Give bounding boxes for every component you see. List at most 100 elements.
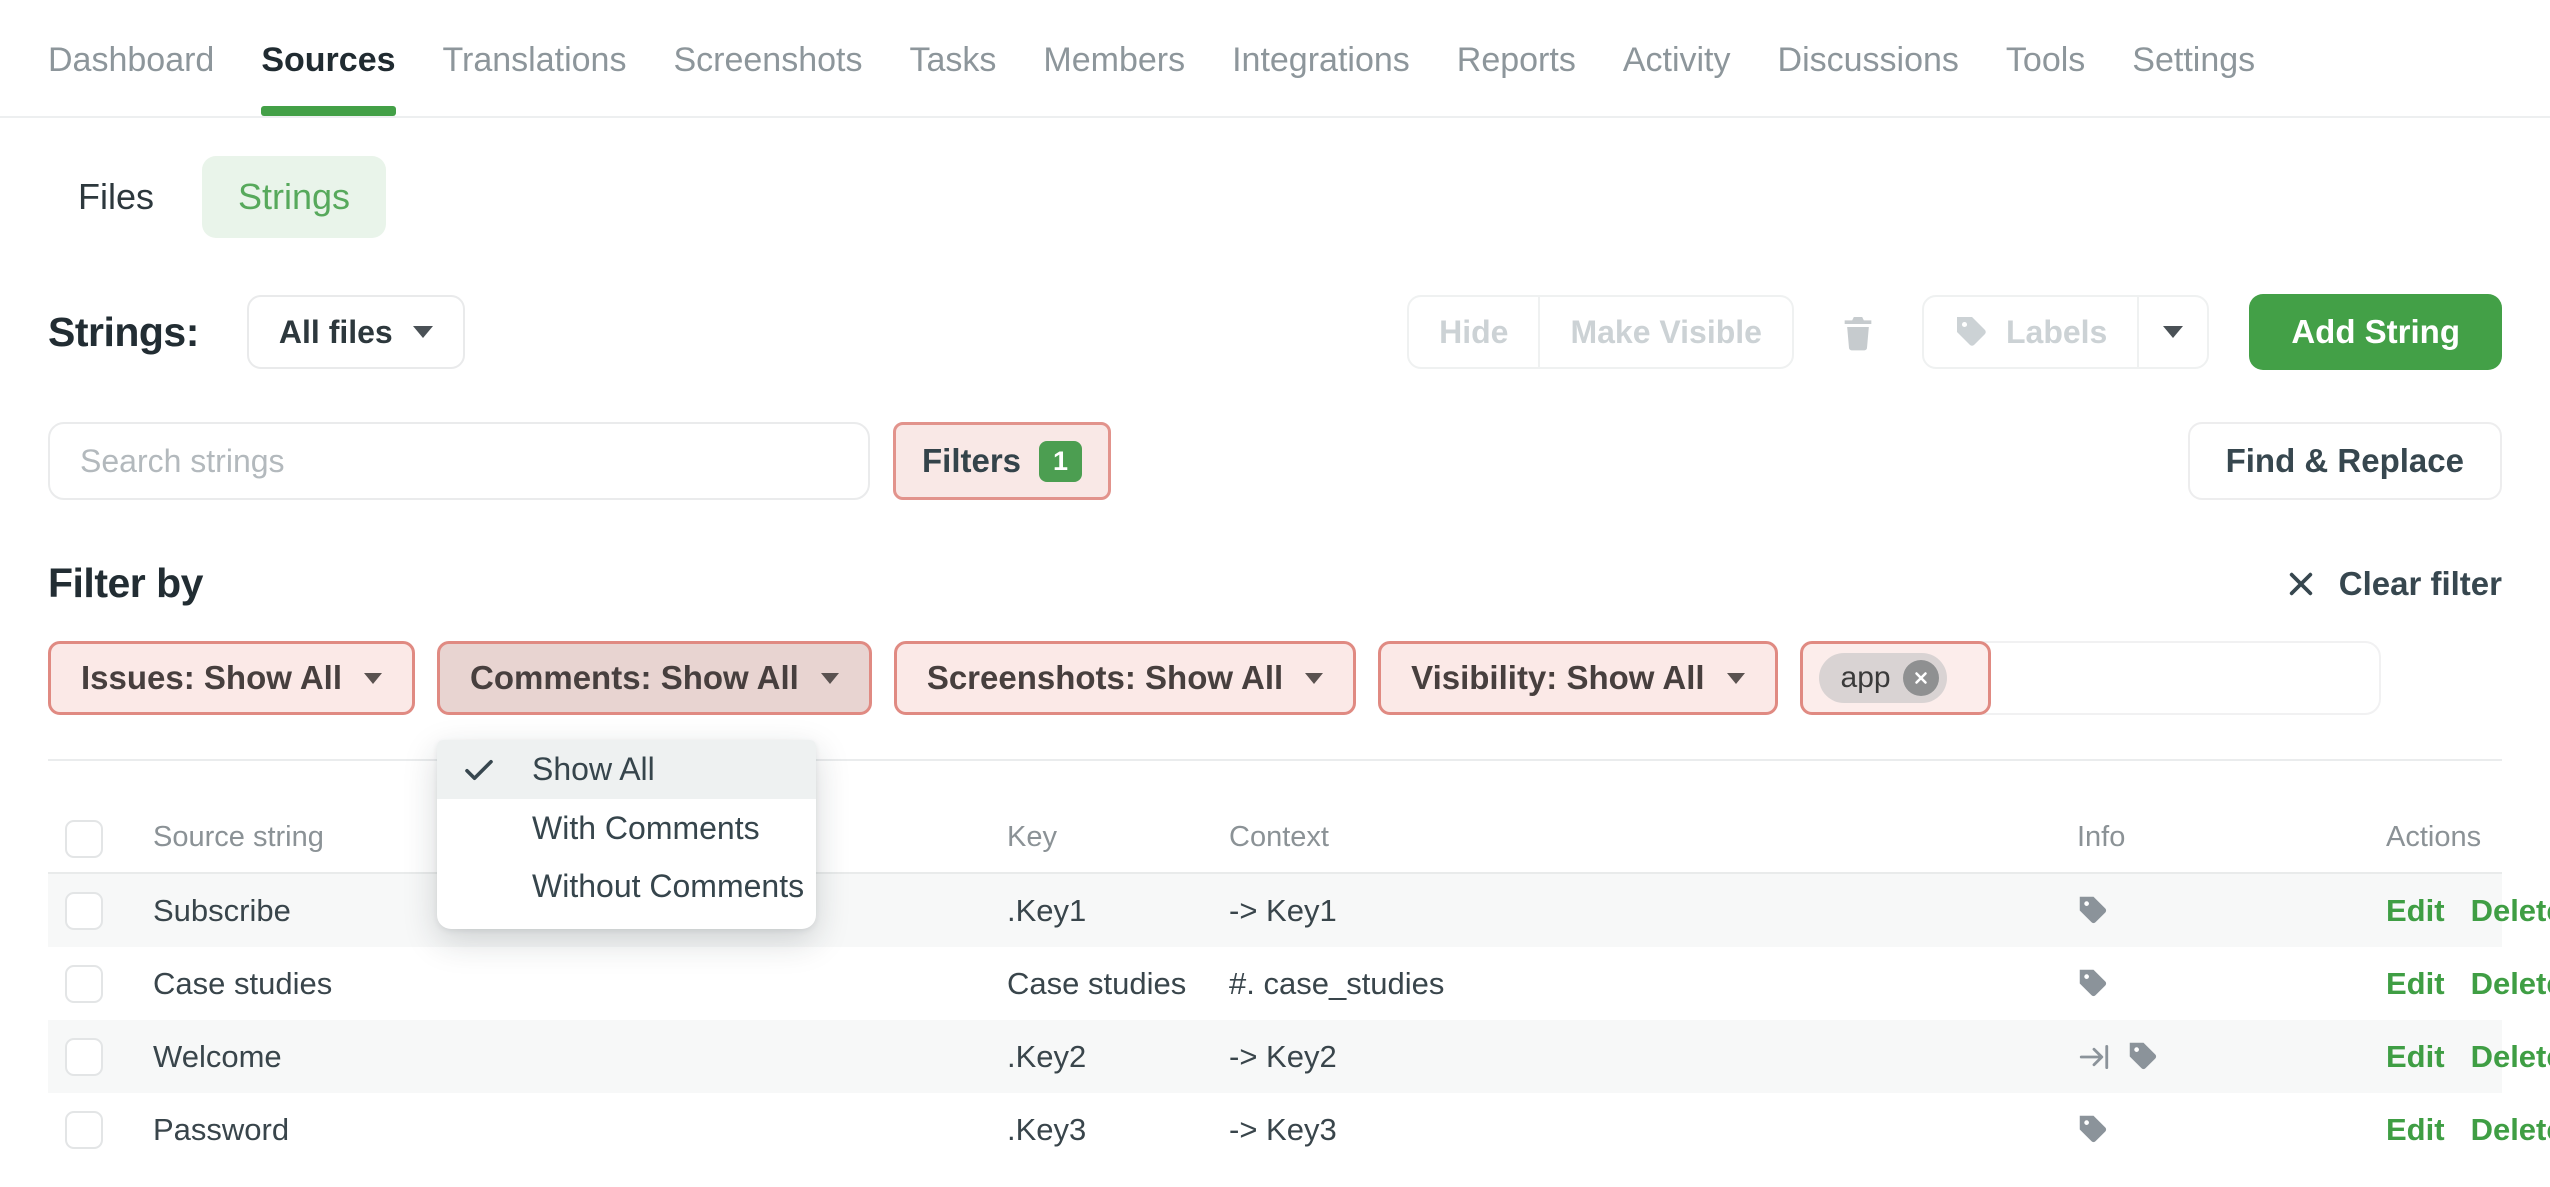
chevron-down-icon bbox=[820, 672, 839, 684]
select-all-checkbox[interactable] bbox=[65, 820, 103, 858]
menu-item-label: With Comments bbox=[532, 809, 760, 846]
chevron-down-icon bbox=[412, 326, 433, 338]
file-filter-label: All files bbox=[278, 313, 393, 350]
context-cell: -> Key2 bbox=[1229, 1038, 1337, 1074]
nav-item-settings[interactable]: Settings bbox=[2132, 41, 2256, 79]
context-cell: -> Key1 bbox=[1229, 892, 1337, 928]
filter-screenshots-label: Screenshots: Show All bbox=[926, 659, 1284, 696]
key-cell: .Key3 bbox=[1007, 1111, 1087, 1147]
file-filter-dropdown[interactable]: All files bbox=[246, 295, 465, 369]
delete-link[interactable]: Delete bbox=[2470, 892, 2550, 928]
menu-item-without-comments[interactable]: Without Comments bbox=[437, 857, 816, 915]
header-info: Info bbox=[2077, 821, 2126, 853]
row-checkbox[interactable] bbox=[65, 891, 103, 930]
filter-by-title: Filter by bbox=[48, 560, 203, 606]
filter-screenshots[interactable]: Screenshots: Show All bbox=[893, 641, 1357, 715]
clear-filter-button[interactable]: Clear filter bbox=[2285, 565, 2502, 603]
table-row: Welcome .Key2 -> Key2 Edit Delete bbox=[48, 1020, 2550, 1093]
nav-item-members[interactable]: Members bbox=[1043, 41, 1186, 79]
filters-button[interactable]: Filters 1 bbox=[893, 422, 1112, 500]
filter-issues[interactable]: Issues: Show All bbox=[48, 641, 416, 715]
nav-item-activity[interactable]: Activity bbox=[1622, 41, 1731, 79]
comments-dropdown-menu: Show All With Comments Without Comments bbox=[437, 740, 817, 929]
label-chip-app[interactable]: app bbox=[1818, 653, 1947, 703]
labels-button-group: Labels bbox=[1921, 295, 2210, 369]
menu-item-label: Without Comments bbox=[532, 867, 805, 904]
tag-icon bbox=[2079, 969, 2107, 997]
info-cell bbox=[2077, 1113, 2386, 1146]
row-checkbox[interactable] bbox=[65, 964, 103, 1003]
filter-issues-label: Issues: Show All bbox=[81, 659, 343, 696]
row-checkbox[interactable] bbox=[65, 1037, 103, 1076]
labels-button-label: Labels bbox=[2005, 313, 2108, 350]
filter-comments-label: Comments: Show All bbox=[470, 659, 799, 696]
hide-button[interactable]: Hide bbox=[1439, 313, 1509, 350]
table-row: Case studies Case studies #. case_studie… bbox=[48, 947, 2550, 1020]
strings-toolbar: Strings: All files Hide Make Visible Lab… bbox=[48, 294, 2502, 370]
chevron-down-icon bbox=[1305, 672, 1324, 684]
header-source-string: Source string bbox=[153, 821, 324, 853]
label-chip-text: app bbox=[1840, 661, 1891, 694]
nav-item-sources[interactable]: Sources bbox=[261, 38, 396, 116]
filters-count-badge: 1 bbox=[1039, 440, 1083, 482]
edit-link[interactable]: Edit bbox=[2386, 965, 2445, 1001]
delete-link[interactable]: Delete bbox=[2470, 1111, 2550, 1147]
remove-label-icon[interactable] bbox=[1902, 660, 1939, 696]
filters-button-label: Filters bbox=[922, 442, 1022, 479]
nav-item-tools[interactable]: Tools bbox=[2005, 41, 2086, 79]
labels-dropdown-toggle[interactable] bbox=[2137, 297, 2207, 367]
nav-item-translations[interactable]: Translations bbox=[442, 41, 627, 79]
close-icon bbox=[2289, 572, 2312, 595]
add-string-button[interactable]: Add String bbox=[2249, 294, 2502, 370]
label-filter-active-segment: app bbox=[1799, 641, 1991, 715]
key-cell: .Key1 bbox=[1007, 892, 1087, 928]
source-string-cell: Welcome bbox=[153, 1038, 282, 1074]
row-checkbox[interactable] bbox=[65, 1110, 103, 1149]
check-icon bbox=[465, 759, 493, 781]
find-replace-button[interactable]: Find & Replace bbox=[2187, 422, 2502, 500]
top-nav: Dashboard Sources Translations Screensho… bbox=[0, 0, 2550, 118]
filter-pills-row: Issues: Show All Comments: Show All Show… bbox=[48, 641, 2502, 929]
header-key: Key bbox=[1007, 821, 1057, 853]
strings-table: Source string Key Context Info Actions S… bbox=[48, 759, 2550, 1166]
tab-files[interactable]: Files bbox=[78, 176, 155, 217]
chevron-down-icon bbox=[1726, 672, 1745, 684]
edit-link[interactable]: Edit bbox=[2386, 1111, 2445, 1147]
delete-link[interactable]: Delete bbox=[2470, 965, 2550, 1001]
visibility-button-group: Hide Make Visible bbox=[1407, 295, 1794, 369]
nav-item-tasks[interactable]: Tasks bbox=[909, 41, 997, 79]
delete-strings-button[interactable] bbox=[1838, 310, 1878, 354]
nav-item-discussions[interactable]: Discussions bbox=[1777, 41, 1959, 79]
source-string-cell: Subscribe bbox=[153, 892, 291, 928]
trash-icon bbox=[1844, 317, 1872, 351]
menu-item-label: Show All bbox=[532, 751, 655, 787]
search-input[interactable] bbox=[48, 422, 870, 500]
nav-item-reports[interactable]: Reports bbox=[1456, 41, 1576, 79]
filter-visibility[interactable]: Visibility: Show All bbox=[1378, 641, 1778, 715]
label-filter-box[interactable]: app bbox=[1799, 641, 2381, 715]
tag-icon bbox=[2129, 1042, 2157, 1070]
context-cell: -> Key3 bbox=[1229, 1111, 1337, 1147]
delete-link[interactable]: Delete bbox=[2470, 1038, 2550, 1074]
key-cell: .Key2 bbox=[1007, 1038, 1087, 1074]
clear-filter-label: Clear filter bbox=[2338, 564, 2502, 602]
header-context: Context bbox=[1229, 821, 1329, 853]
tag-icon bbox=[2079, 896, 2107, 924]
source-string-cell: Password bbox=[153, 1111, 290, 1147]
nav-item-screenshots[interactable]: Screenshots bbox=[673, 41, 863, 79]
source-string-cell: Case studies bbox=[153, 965, 333, 1001]
nav-item-dashboard[interactable]: Dashboard bbox=[48, 41, 215, 79]
menu-item-show-all[interactable]: Show All bbox=[437, 740, 817, 799]
menu-item-with-comments[interactable]: With Comments bbox=[437, 799, 816, 857]
key-cell: Case studies bbox=[1007, 965, 1187, 1001]
edit-link[interactable]: Edit bbox=[2386, 892, 2445, 928]
labels-button[interactable]: Labels bbox=[1924, 297, 2137, 367]
nav-item-integrations[interactable]: Integrations bbox=[1232, 41, 1410, 79]
filter-comments[interactable]: Comments: Show All Show All With Comment… bbox=[437, 641, 872, 929]
make-visible-button[interactable]: Make Visible bbox=[1538, 297, 1792, 367]
max-length-icon bbox=[2079, 1044, 2109, 1069]
header-actions: Actions bbox=[2386, 821, 2482, 853]
tab-strings[interactable]: Strings bbox=[202, 156, 387, 238]
edit-link[interactable]: Edit bbox=[2386, 1038, 2445, 1074]
tag-icon bbox=[1956, 317, 1986, 346]
